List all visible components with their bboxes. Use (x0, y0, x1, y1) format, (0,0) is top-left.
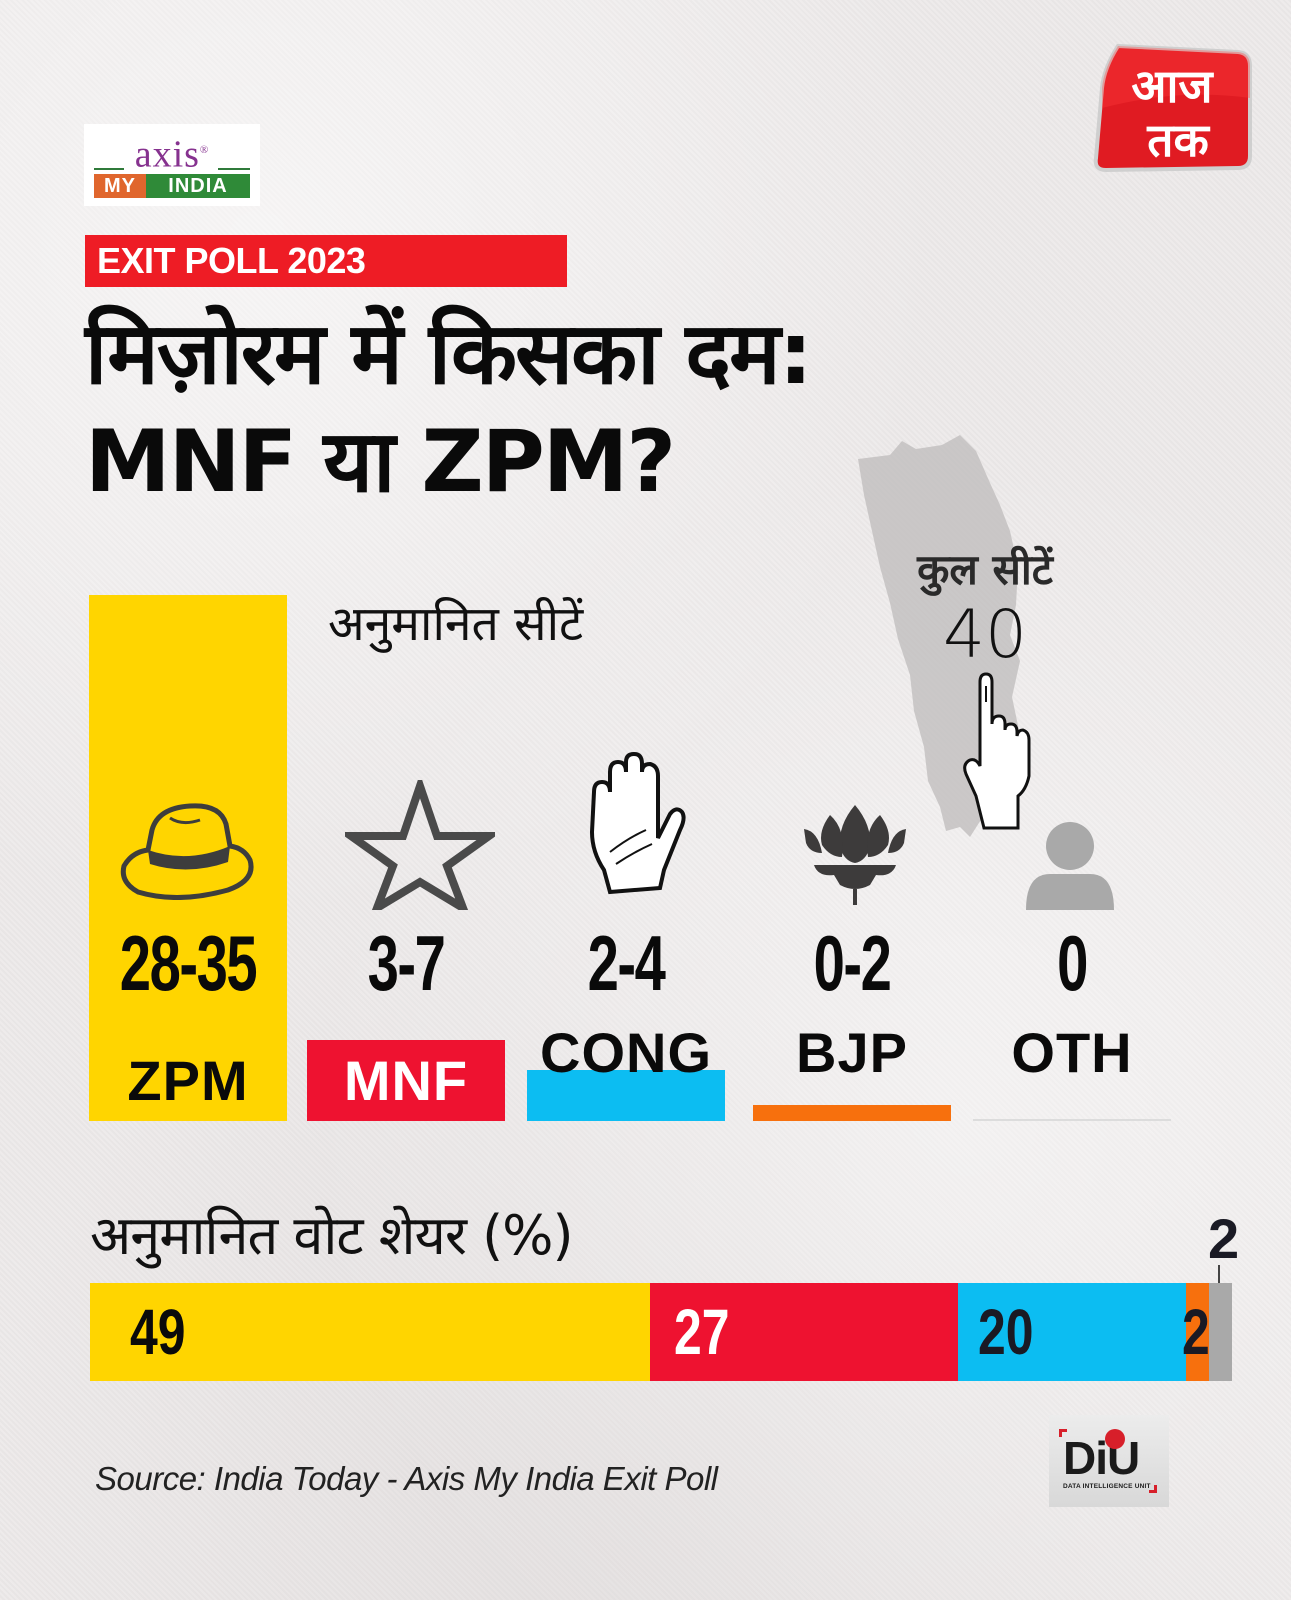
star-icon (345, 780, 495, 910)
total-seats-label: कुल सीटें (917, 545, 1053, 594)
headline-line-2: MNF या ZPM? (85, 412, 676, 512)
vote-value-cong: 20 (977, 1296, 1034, 1368)
vote-segment-mnf: 27 (649, 1283, 958, 1381)
party-label-oth: OTH (1011, 1021, 1133, 1084)
vote-value-bjp: 2 (1182, 1296, 1211, 1368)
vote-share-title: अनुमानित वोट शेयर (%) (90, 1204, 574, 1267)
bracket-icon (1059, 1429, 1067, 1437)
hat-icon (120, 803, 254, 900)
seats-chart-title: अनुमानित सीटें (328, 596, 584, 652)
svg-text:आज: आज (1131, 59, 1214, 113)
axis-wordmark: axis® (84, 130, 260, 175)
party-label-bjp: BJP (796, 1021, 908, 1084)
hand-icon (589, 752, 686, 895)
india-text: INDIA (146, 174, 250, 198)
logo-rule (94, 168, 124, 170)
seat-value-oth: 0 (1057, 919, 1088, 1007)
oth-bar (973, 1119, 1171, 1121)
seat-value-bjp: 0-2 (813, 919, 892, 1007)
page-title: मिज़ोरम में किसका दम: MNF या ZPM? (85, 300, 813, 516)
diu-letters: DiU (1063, 1432, 1140, 1484)
party-label-mnf: MNF (307, 1040, 505, 1121)
party-label-zpm: ZPM (127, 1049, 249, 1112)
seat-value-cong: 2-4 (587, 919, 666, 1007)
my-text: MY (94, 174, 146, 198)
bjp-bar (753, 1105, 951, 1121)
exit-poll-banner: EXIT POLL 2023 (85, 235, 567, 287)
seat-value-mnf: 3-7 (367, 919, 446, 1007)
registered-mark: ® (199, 144, 210, 156)
headline-line-1: मिज़ोरम में किसका दम: (85, 304, 813, 404)
vote-segment-zpm: 49 (90, 1283, 650, 1381)
fingerprint-dot-icon (1105, 1429, 1125, 1449)
vote-share-bar: 49 27 20 2 (90, 1283, 1232, 1381)
svg-text:तक: तक (1146, 113, 1210, 167)
logo-rule (218, 168, 250, 170)
aaj-tak-badge-icon: आज तक (1093, 43, 1252, 173)
bracket-icon (1149, 1485, 1157, 1493)
cong-bar (527, 1070, 725, 1121)
aaj-tak-logo: आज तक (1088, 38, 1258, 176)
vote-value-zpm: 49 (130, 1296, 186, 1368)
lotus-icon (804, 805, 906, 905)
diu-subtitle: DATA INTELLIGENCE UNIT (1063, 1483, 1151, 1490)
total-seats-value: 40 (943, 596, 1027, 673)
vote-value-mnf: 27 (673, 1296, 730, 1368)
vote-share-oth-callout: 2 (1208, 1207, 1240, 1270)
vote-segment-cong: 20 (957, 1283, 1187, 1381)
vote-segment-bjp: 2 (1182, 1283, 1210, 1381)
person-icon (1026, 822, 1114, 910)
party-label-cong: CONG (540, 1021, 712, 1084)
my-india-strip: MY INDIA (94, 174, 250, 198)
seat-value-zpm: 28-35 (119, 919, 258, 1007)
axis-text: axis (134, 133, 200, 176)
axis-my-india-logo: axis® MY INDIA (84, 124, 260, 206)
voting-finger-icon (963, 672, 1031, 830)
source-note: Source: India Today - Axis My India Exit… (95, 1460, 718, 1497)
vote-segment-oth (1209, 1283, 1232, 1381)
diu-logo: DiU DATA INTELLIGENCE UNIT (1049, 1415, 1169, 1507)
